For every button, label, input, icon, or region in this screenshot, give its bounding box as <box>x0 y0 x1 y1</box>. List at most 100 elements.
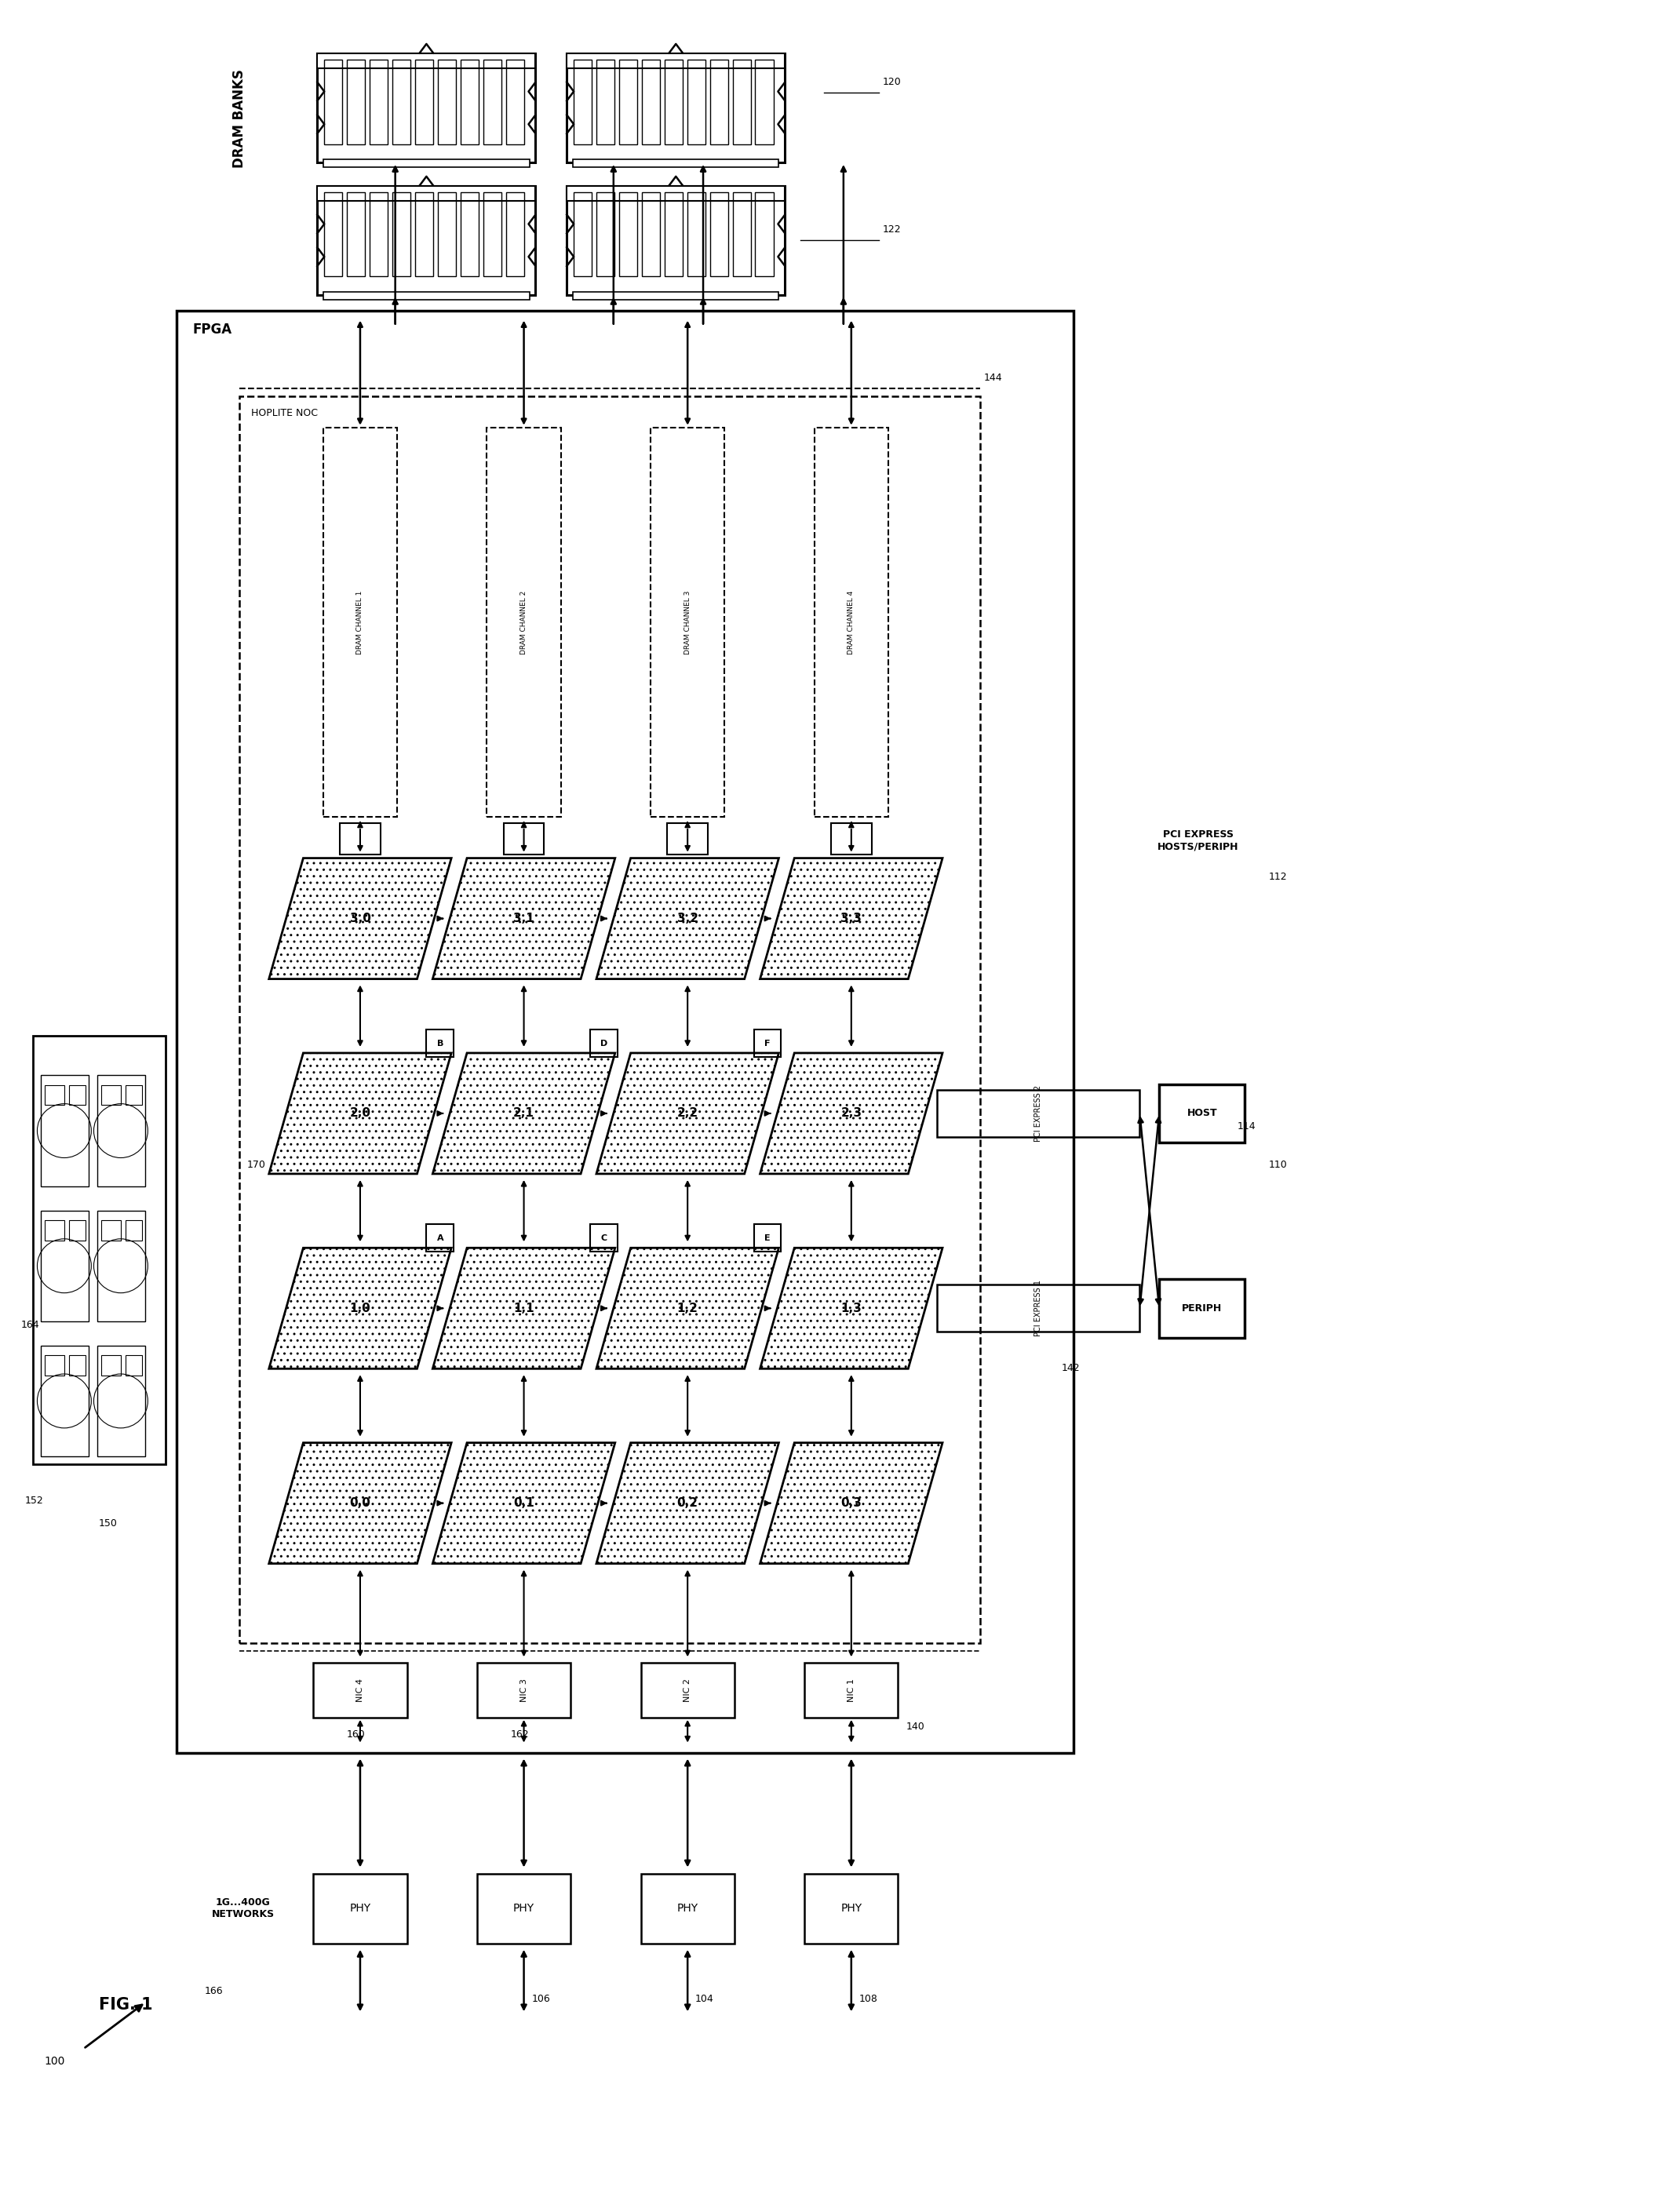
Bar <box>640 1874 735 1944</box>
Text: 2,0: 2,0 <box>349 1108 371 1119</box>
Bar <box>460 60 478 144</box>
Polygon shape <box>596 1053 780 1175</box>
Bar <box>1158 1279 1245 1338</box>
Bar <box>126 1221 142 1241</box>
Bar <box>177 310 1074 1752</box>
Bar <box>415 192 434 276</box>
Bar <box>323 159 530 168</box>
Bar <box>101 1221 121 1241</box>
Text: PCI EXPRESS 1: PCI EXPRESS 1 <box>1034 1281 1043 1336</box>
Bar <box>323 292 530 299</box>
Bar <box>591 1225 617 1252</box>
Bar <box>506 192 525 276</box>
Bar <box>101 1356 121 1376</box>
Bar <box>98 1345 146 1455</box>
Text: 0,2: 0,2 <box>677 1498 698 1509</box>
Polygon shape <box>432 1442 616 1564</box>
Text: NIC 4: NIC 4 <box>356 1679 364 1701</box>
Text: 152: 152 <box>25 1495 43 1506</box>
Text: 1G...400G
NETWORKS: 1G...400G NETWORKS <box>212 1898 275 1920</box>
Bar <box>687 192 705 276</box>
Bar <box>814 427 889 816</box>
Bar <box>318 186 536 294</box>
Text: B: B <box>437 1040 444 1046</box>
Bar <box>650 427 725 816</box>
Text: 1,0: 1,0 <box>349 1303 371 1314</box>
Bar <box>427 1225 453 1252</box>
Text: 2,3: 2,3 <box>841 1108 862 1119</box>
Bar <box>710 192 728 276</box>
Text: D: D <box>601 1040 607 1046</box>
Bar <box>642 192 660 276</box>
Polygon shape <box>760 1053 942 1175</box>
Text: DRAM CHANNEL 1: DRAM CHANNEL 1 <box>356 591 364 655</box>
Bar <box>70 1084 86 1106</box>
Bar <box>831 823 872 854</box>
Polygon shape <box>596 1248 780 1369</box>
Text: 3,2: 3,2 <box>677 914 698 925</box>
Text: 106: 106 <box>531 1995 551 2004</box>
Bar <box>640 1663 735 1717</box>
Text: 144: 144 <box>983 374 1003 383</box>
Bar <box>415 60 434 144</box>
Bar <box>126 1356 142 1376</box>
Bar <box>339 823 381 854</box>
Text: 112: 112 <box>1268 872 1288 883</box>
Text: F: F <box>765 1040 771 1046</box>
Text: PHY: PHY <box>841 1902 862 1913</box>
Bar <box>573 159 780 168</box>
Bar <box>45 1221 65 1241</box>
Text: 142: 142 <box>1063 1363 1081 1374</box>
Text: 162: 162 <box>511 1730 530 1739</box>
Polygon shape <box>760 1248 942 1369</box>
Text: PHY: PHY <box>513 1902 535 1913</box>
Text: 100: 100 <box>45 2055 65 2066</box>
Text: HOST: HOST <box>1187 1108 1216 1119</box>
Polygon shape <box>270 1053 452 1175</box>
Bar <box>477 1663 571 1717</box>
Text: 3,3: 3,3 <box>841 914 862 925</box>
Bar <box>804 1874 899 1944</box>
Bar <box>566 53 784 161</box>
Text: 3,0: 3,0 <box>349 914 371 925</box>
Text: 164: 164 <box>22 1321 40 1329</box>
Bar <box>667 823 708 854</box>
Bar <box>313 1874 407 1944</box>
Bar <box>937 1285 1140 1332</box>
Bar <box>937 1091 1140 1137</box>
Polygon shape <box>270 858 452 980</box>
Text: 172: 172 <box>439 949 457 960</box>
Text: X: X <box>329 1473 336 1482</box>
Polygon shape <box>432 1053 616 1175</box>
Bar <box>804 1663 899 1717</box>
Bar <box>392 60 410 144</box>
Bar <box>503 823 544 854</box>
Text: 150: 150 <box>99 1520 118 1528</box>
Text: 110: 110 <box>1268 1159 1288 1170</box>
Text: 122: 122 <box>882 226 900 234</box>
Text: DRAM CHANNEL 3: DRAM CHANNEL 3 <box>684 591 692 655</box>
Bar <box>70 1221 86 1241</box>
Bar <box>45 1356 65 1376</box>
Bar <box>733 60 751 144</box>
Bar <box>369 60 387 144</box>
Text: 0,3: 0,3 <box>841 1498 862 1509</box>
Text: 120: 120 <box>882 77 900 86</box>
Bar <box>477 1874 571 1944</box>
Bar <box>101 1084 121 1106</box>
Polygon shape <box>432 1248 616 1369</box>
Bar <box>439 60 455 144</box>
Text: 1,1: 1,1 <box>513 1303 535 1314</box>
Bar <box>755 192 773 276</box>
Polygon shape <box>270 1442 452 1564</box>
Polygon shape <box>432 858 616 980</box>
Bar <box>348 60 366 144</box>
Text: A: A <box>437 1234 444 1243</box>
Text: PERIPH: PERIPH <box>1182 1303 1221 1314</box>
Text: 170: 170 <box>247 1159 266 1170</box>
Bar <box>566 186 784 201</box>
Bar <box>566 53 784 69</box>
Bar <box>98 1210 146 1321</box>
Bar <box>40 1210 89 1321</box>
Text: 114: 114 <box>1238 1121 1256 1130</box>
